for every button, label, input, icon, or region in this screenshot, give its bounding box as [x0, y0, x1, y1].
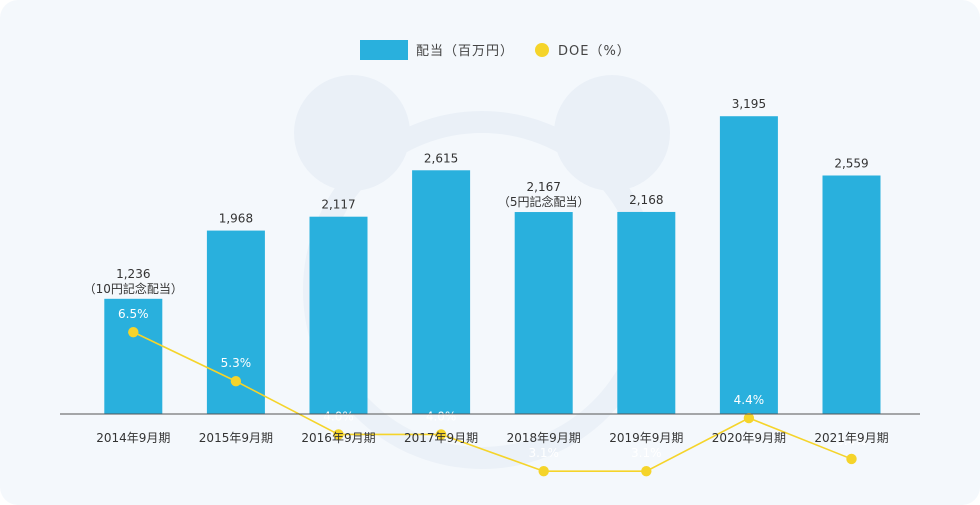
x-axis-ticks: 2014年9月期 2015年9月期 2016年9月期 2017年9月期 2018年9月期… — [96, 431, 888, 445]
doe-point — [333, 429, 344, 440]
bar-value-label: 3,195 — [732, 97, 766, 111]
doe-value-label: 4.0% — [426, 409, 457, 423]
bar — [719, 116, 778, 414]
doe-line-series: 6.5% 5.3% 4.0% 4.0% 3.1% 3.1% 4.4% 3.4% — [118, 307, 867, 477]
doe-value-label: 3.1% — [528, 446, 559, 460]
bar-value-label: 2,167 — [527, 180, 561, 194]
x-tick-label: 2021年9月期 — [814, 431, 888, 445]
x-tick-label: 2018年9月期 — [507, 431, 581, 445]
x-tick-label: 2015年9月期 — [199, 431, 273, 445]
bar — [206, 230, 265, 414]
doe-point — [230, 376, 242, 387]
doe-point — [743, 412, 755, 424]
doe-point — [846, 453, 857, 465]
doe-value-label: 4.0% — [323, 409, 354, 423]
bar-value-label: 2,117 — [321, 198, 355, 212]
bar — [104, 298, 163, 414]
bar-value-label: 1,968 — [219, 212, 253, 226]
bar-note-label: （5円記念配当） — [498, 194, 590, 209]
bar-value-label: 2,168 — [629, 193, 663, 207]
bar-series: 1,236（10円記念配当） 1,968 2,117 2,615 2,167（5円記念配… — [84, 97, 881, 414]
x-tick-label: 2016年9月期 — [301, 431, 375, 445]
legend-line-swatch — [535, 43, 549, 57]
doe-point — [435, 429, 447, 440]
legend-bar-label: 配当（百万円） — [416, 44, 514, 59]
doe-value-label: 4.4% — [734, 393, 765, 407]
doe-value-label: 6.5% — [118, 307, 149, 321]
legend-line-label: DOE（%） — [558, 44, 631, 59]
x-tick-label: 2017年9月期 — [404, 431, 478, 445]
x-tick-label: 2020年9月期 — [712, 431, 786, 445]
bar-note-label: （10円記念配当） — [84, 281, 183, 296]
x-tick-label: 2019年9月期 — [609, 431, 683, 445]
bar-value-label: 2,559 — [834, 157, 868, 171]
legend: 配当（百万円） DOE（%） — [360, 40, 631, 60]
doe-point — [128, 326, 139, 338]
bar — [822, 175, 881, 414]
doe-value-label: 3.1% — [631, 446, 662, 460]
doe-point — [641, 466, 652, 477]
bar — [412, 170, 471, 414]
bar — [309, 216, 368, 414]
doe-point — [538, 466, 549, 477]
x-tick-label: 2014年9月期 — [96, 431, 170, 445]
doe-line — [132, 331, 852, 473]
doe-value-label: 3.4% — [836, 434, 867, 448]
bar — [617, 211, 676, 414]
doe-value-label: 5.3% — [221, 356, 252, 370]
bar — [514, 212, 573, 414]
legend-bar-swatch — [360, 40, 408, 60]
bar-value-label: 1,236 — [116, 267, 150, 281]
bar-value-label: 2,615 — [424, 151, 458, 165]
